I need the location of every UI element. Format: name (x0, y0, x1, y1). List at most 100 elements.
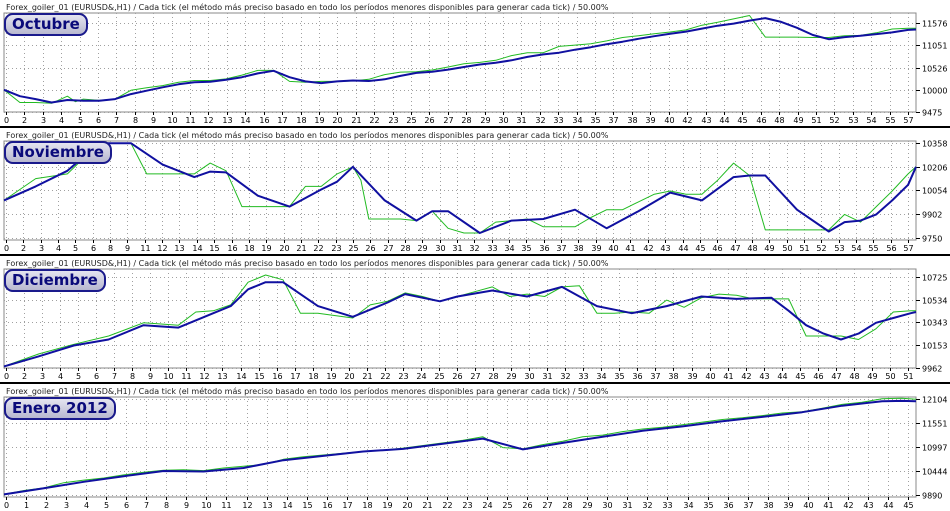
x-tick-label: 54 (851, 244, 861, 253)
x-tick-label: 9 (151, 116, 156, 125)
x-tick-label: 43 (759, 372, 769, 381)
x-tick-label: 11 (221, 501, 231, 510)
x-tick-label: 33 (578, 372, 588, 381)
x-tick-label: 25 (406, 116, 416, 125)
x-tick-label: 21 (422, 501, 432, 510)
y-tick-label: 10534 (922, 297, 947, 306)
panel-separator (0, 254, 950, 256)
x-tick-label: 34 (572, 116, 582, 125)
x-tick-label: 25 (434, 372, 444, 381)
x-tick-label: 48 (849, 372, 859, 381)
x-tick-label: 8 (133, 116, 138, 125)
x-tick-label: 51 (799, 244, 809, 253)
x-tick-label: 28 (562, 501, 572, 510)
x-tick-label: 50 (782, 244, 792, 253)
x-tick-label: 25 (348, 244, 358, 253)
x-tick-label: 33 (553, 116, 563, 125)
chart-title: Octubre (4, 13, 88, 36)
x-tick-label: 47 (730, 244, 740, 253)
x-tick-label: 32 (535, 116, 545, 125)
panel-separator (0, 126, 950, 128)
x-tick-label: 34 (683, 501, 693, 510)
x-tick-label: 23 (398, 372, 408, 381)
y-tick-label: 9962 (922, 365, 942, 374)
x-tick-label: 37 (743, 501, 753, 510)
x-tick-label: 0 (4, 372, 9, 381)
x-tick-label: 36 (723, 501, 733, 510)
x-tick-label: 13 (222, 116, 232, 125)
balance-series-line (3, 142, 917, 234)
x-tick-label: 39 (783, 501, 793, 510)
plot-frame (3, 268, 917, 369)
balance-series-line (3, 17, 917, 104)
x-tick-label: 0 (4, 116, 9, 125)
x-tick-label: 37 (556, 244, 566, 253)
x-tick-label: 29 (480, 116, 490, 125)
x-tick-label: 49 (867, 372, 877, 381)
x-tick-label: 39 (591, 244, 601, 253)
x-tick-label: 1 (24, 501, 29, 510)
x-tick-label: 12 (203, 116, 213, 125)
x-tick-label: 2 (22, 372, 27, 381)
x-tick-label: 44 (719, 116, 729, 125)
x-tick-label: 4 (59, 116, 64, 125)
x-tick-label: 4 (84, 501, 89, 510)
x-tick-label: 14 (236, 372, 246, 381)
x-tick-label: 21 (296, 244, 306, 253)
x-tick-label: 11 (140, 244, 150, 253)
x-tick-label: 9 (148, 372, 153, 381)
x-tick-label: 32 (469, 244, 479, 253)
x-tick-label: 23 (388, 116, 398, 125)
x-tick-label: 35 (614, 372, 624, 381)
x-tick-label: 3 (41, 116, 46, 125)
x-tick-label: 44 (883, 501, 893, 510)
x-tick-label: 8 (108, 244, 113, 253)
x-tick-label: 24 (482, 501, 492, 510)
x-tick-label: 52 (829, 116, 839, 125)
x-tick-label: 35 (703, 501, 713, 510)
x-tick-label: 31 (542, 372, 552, 381)
y-tick-label: 10444 (922, 468, 947, 477)
x-tick-label: 16 (272, 372, 282, 381)
x-tick-label: 38 (763, 501, 773, 510)
balance-series-line (3, 281, 917, 368)
x-tick-label: 12 (242, 501, 252, 510)
x-tick-label: 10 (201, 501, 211, 510)
panel-separator (0, 382, 950, 384)
x-tick-label: 45 (795, 372, 805, 381)
x-tick-label: 53 (848, 116, 858, 125)
x-tick-label: 26 (424, 116, 434, 125)
x-tick-label: 39 (645, 116, 655, 125)
x-tick-label: 14 (240, 116, 250, 125)
x-tick-label: 30 (498, 116, 508, 125)
x-tick-label: 28 (488, 372, 498, 381)
y-tick-label: 10997 (922, 444, 947, 453)
x-tick-label: 16 (227, 244, 237, 253)
x-tick-label: 37 (650, 372, 660, 381)
x-tick-label: 47 (831, 372, 841, 381)
x-tick-label: 40 (705, 372, 715, 381)
x-tick-label: 52 (816, 244, 826, 253)
y-tick-label: 12104 (922, 396, 947, 405)
x-tick-label: 26 (452, 372, 462, 381)
x-tick-label: 42 (682, 116, 692, 125)
x-tick-label: 5 (73, 244, 78, 253)
x-tick-label: 22 (380, 372, 390, 381)
x-tick-label: 11 (185, 116, 195, 125)
x-tick-label: 35 (590, 116, 600, 125)
chart-panel-enero-2012: 12104 11551 10997 10444 9890 0 1 2 3 4 5 6 7 8 9 10 11 12… (0, 384, 950, 511)
x-tick-label: 34 (596, 372, 606, 381)
x-tick-label: 42 (643, 244, 653, 253)
x-tick-label: 4 (56, 244, 61, 253)
x-tick-label: 21 (362, 372, 372, 381)
x-tick-label: 30 (602, 501, 612, 510)
x-tick-label: 3 (39, 244, 44, 253)
x-tick-label: 20 (402, 501, 412, 510)
x-tick-label: 41 (625, 244, 635, 253)
x-tick-label: 36 (539, 244, 549, 253)
x-tick-label: 20 (279, 244, 289, 253)
equity-series-line (3, 15, 916, 104)
chart-header: Forex_goiler_01 (EURUSD&,H1) / Cada tick… (6, 131, 609, 140)
